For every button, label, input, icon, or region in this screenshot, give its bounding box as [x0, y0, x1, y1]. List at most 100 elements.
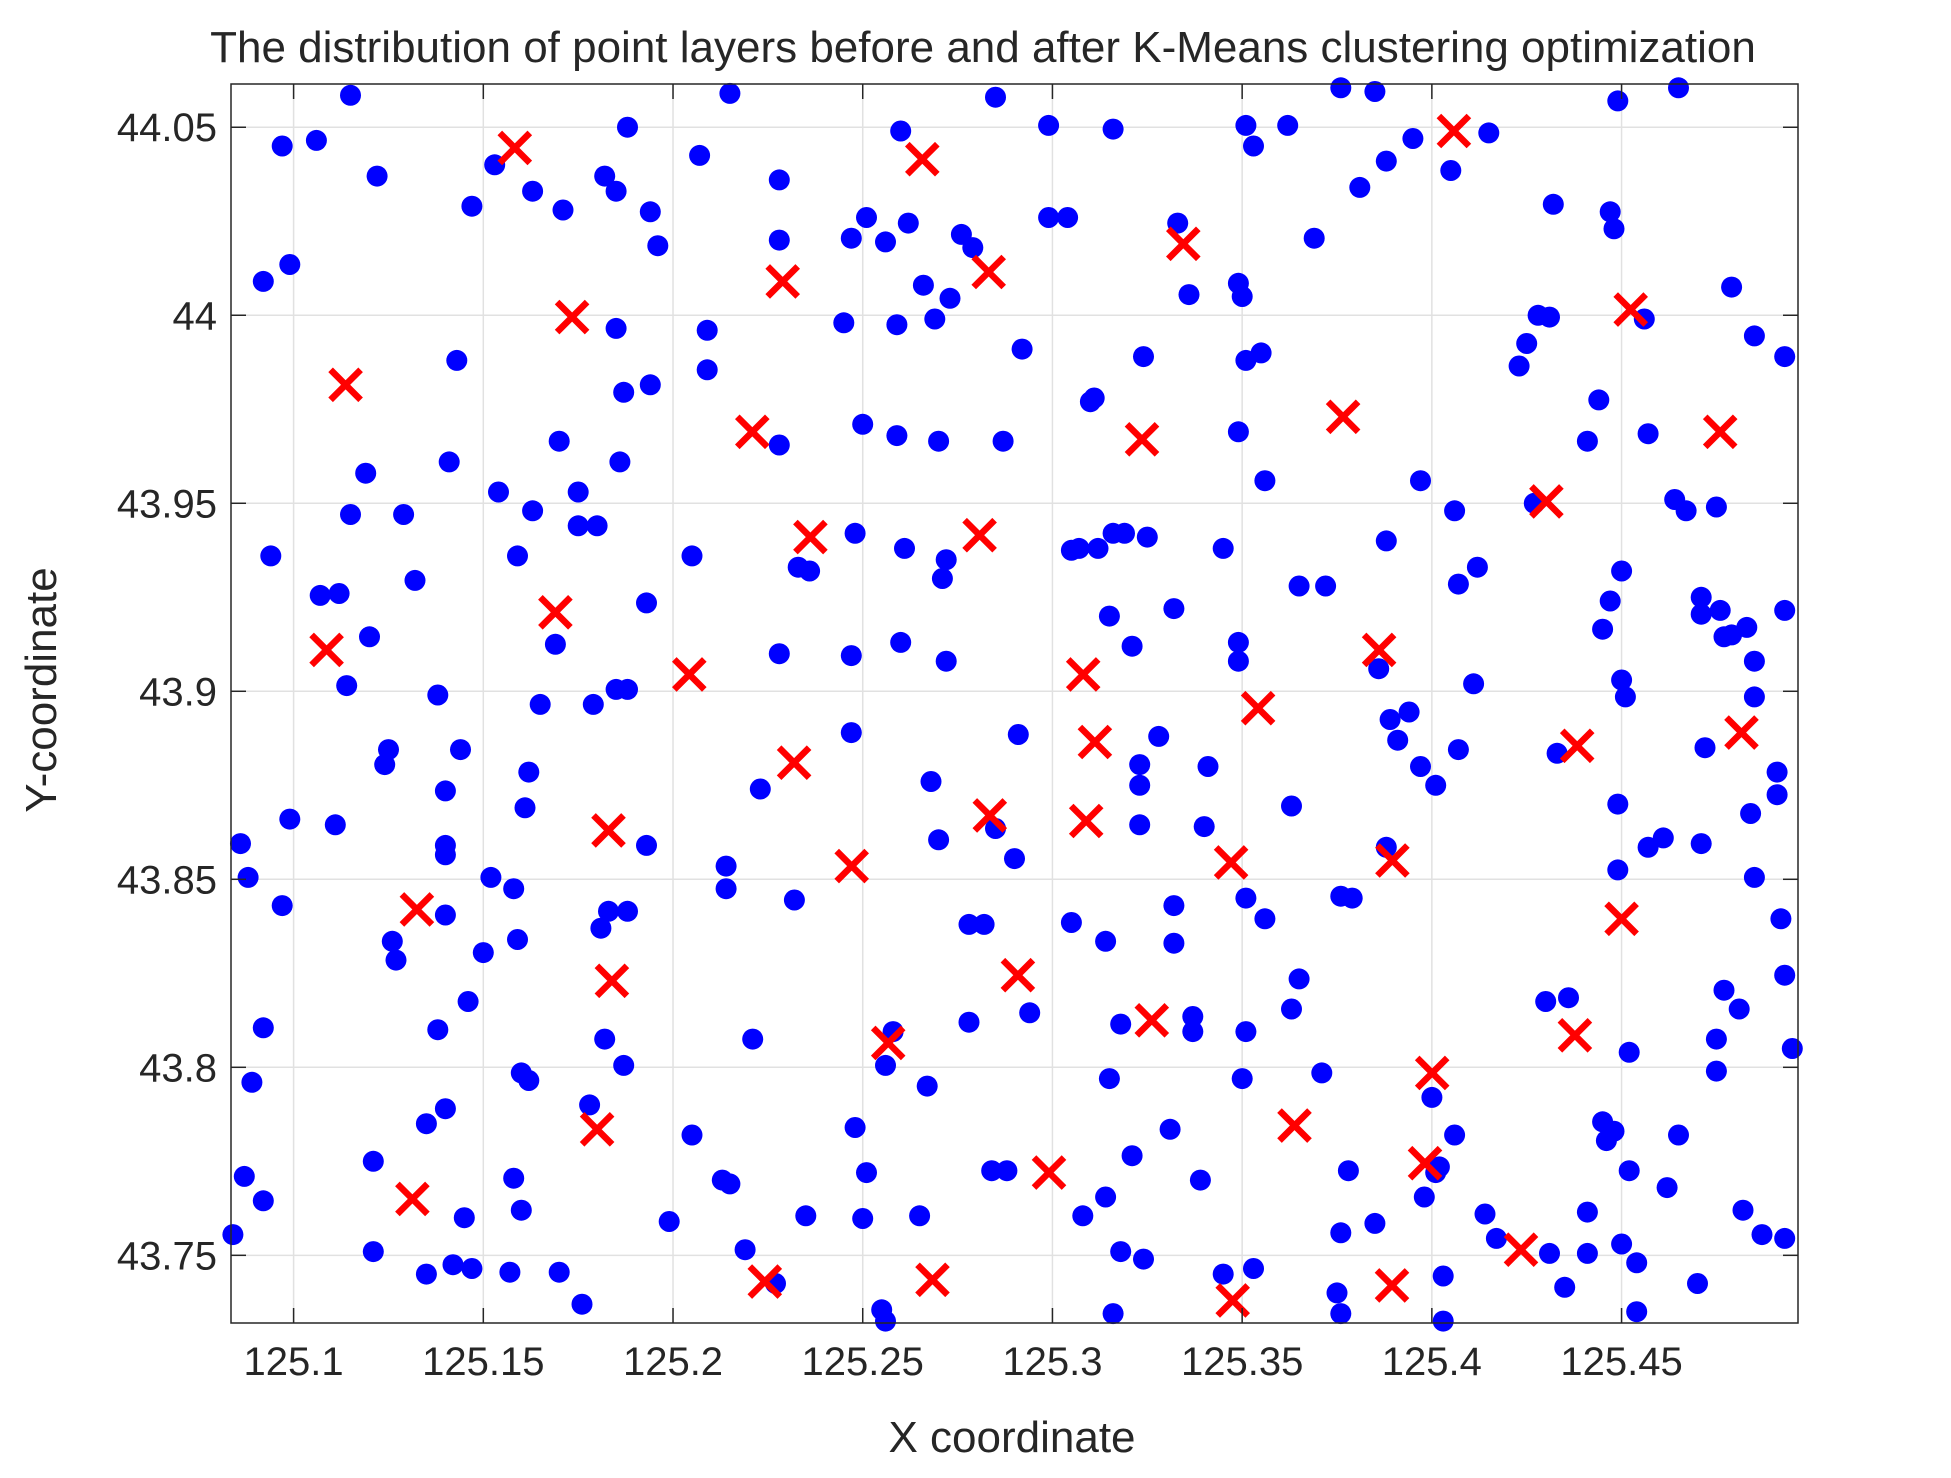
original-point: [457, 991, 479, 1012]
optimized-point: [554, 299, 590, 335]
x-tick-label: 125.4: [1382, 1340, 1482, 1384]
original-point: [1588, 389, 1610, 411]
optimized-point: [962, 517, 997, 553]
original-point: [594, 165, 616, 187]
original-point: [617, 678, 638, 700]
plot-area: [230, 83, 1799, 1324]
original-point: [1705, 1028, 1727, 1050]
original-point: [1004, 848, 1025, 870]
optimized-point: [1240, 690, 1276, 726]
optimized-point: [834, 848, 869, 884]
original-point: [1057, 207, 1079, 228]
original-point: [886, 314, 908, 336]
original-point: [582, 693, 604, 715]
original-point: [1254, 470, 1276, 492]
original-point: [1182, 1006, 1204, 1027]
original-point: [856, 207, 877, 228]
original-point: [844, 522, 866, 544]
original-point: [548, 1261, 570, 1283]
original-point: [1668, 1124, 1689, 1146]
original-point: [1281, 998, 1302, 1020]
original-point: [252, 270, 274, 292]
original-point: [1243, 135, 1264, 157]
original-point: [233, 1165, 255, 1187]
original-point: [548, 430, 570, 452]
original-point: [586, 515, 608, 537]
original-point: [415, 1263, 437, 1285]
optimized-point: [1213, 845, 1249, 880]
original-point: [446, 349, 468, 371]
original-point: [1766, 784, 1788, 806]
original-point: [1110, 1013, 1132, 1035]
original-point: [1129, 754, 1151, 776]
original-point: [404, 569, 426, 591]
original-point: [734, 1239, 756, 1261]
original-point: [1326, 1282, 1348, 1304]
x-tick-label: 125.15: [422, 1340, 544, 1384]
original-point: [362, 1241, 384, 1263]
original-point: [1732, 1199, 1754, 1221]
original-point: [1705, 1060, 1727, 1082]
original-point: [1618, 1041, 1640, 1063]
original-point: [237, 866, 259, 888]
original-point: [324, 814, 346, 836]
original-point: [749, 778, 771, 800]
original-point: [1709, 599, 1731, 621]
original-point: [1705, 496, 1727, 518]
original-point: [689, 144, 711, 166]
original-point: [1178, 284, 1200, 306]
original-point: [1193, 816, 1215, 838]
original-point: [1227, 421, 1249, 443]
original-point: [1235, 1021, 1257, 1043]
optimized-point: [1068, 803, 1104, 839]
original-point: [1774, 599, 1796, 621]
optimized-point: [1325, 399, 1361, 435]
optimized-point: [1613, 292, 1648, 327]
original-point: [1364, 81, 1386, 102]
axis-ticks: [231, 84, 1798, 1323]
original-point: [715, 878, 737, 900]
original-point: [434, 844, 456, 866]
original-point: [1121, 1145, 1143, 1167]
original-point: [1576, 1242, 1598, 1264]
original-point: [1087, 537, 1109, 559]
original-point: [381, 930, 403, 952]
x-tick-label: 125.25: [802, 1340, 924, 1384]
original-point: [279, 808, 301, 830]
optimized-point: [1031, 1155, 1067, 1190]
original-point: [1656, 1177, 1678, 1199]
x-tick-label: 125.1: [244, 1340, 344, 1384]
original-point: [1637, 423, 1659, 445]
original-point: [1288, 575, 1310, 597]
original-point: [359, 626, 380, 648]
y-tick-label: 43.9: [139, 670, 217, 714]
original-point: [1148, 725, 1170, 747]
x-tick-label: 125.45: [1560, 1340, 1682, 1384]
original-point: [1375, 150, 1397, 172]
original-point: [1508, 355, 1530, 377]
original-point: [1743, 866, 1765, 888]
x-axis-label: X coordinate: [888, 1413, 1135, 1462]
original-point: [1398, 701, 1420, 723]
original-point: [1516, 333, 1538, 354]
original-point: [931, 568, 953, 589]
original-point: [1315, 575, 1337, 597]
original-point: [962, 237, 984, 259]
original-point: [1611, 669, 1633, 691]
original-point: [1133, 346, 1154, 368]
optimized-point: [328, 367, 363, 403]
original-point: [453, 1207, 475, 1229]
original-point: [1713, 979, 1735, 1001]
original-point: [795, 1205, 817, 1227]
original-point: [1227, 631, 1249, 653]
original-point: [567, 481, 589, 503]
original-point: [442, 1254, 464, 1276]
original-point: [1379, 709, 1401, 730]
original-point: [1095, 930, 1117, 952]
original-point: [1349, 176, 1371, 198]
optimized-point: [1414, 1055, 1450, 1091]
original-point: [1652, 827, 1674, 849]
original-point: [1375, 530, 1397, 552]
original-point: [1212, 1263, 1234, 1285]
optimized-point: [1503, 1232, 1539, 1267]
